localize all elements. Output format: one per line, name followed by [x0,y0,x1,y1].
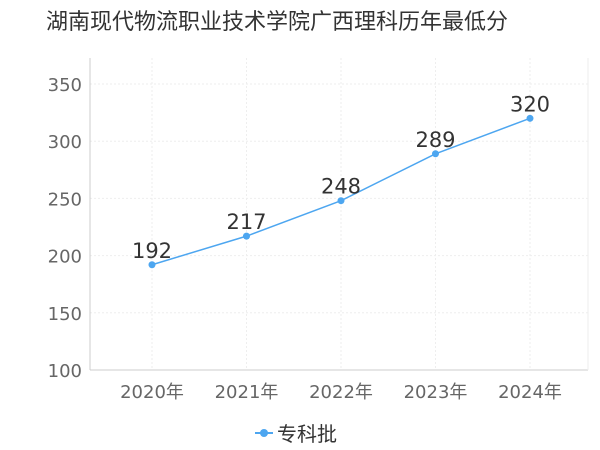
data-label: 217 [226,210,266,234]
data-label: 248 [321,175,361,199]
y-tick-label: 250 [48,189,82,210]
data-label: 320 [510,92,550,116]
data-point[interactable] [526,114,534,122]
y-tick-label: 150 [48,304,82,325]
data-point[interactable] [243,232,250,240]
legend[interactable]: 专科批 [255,418,337,447]
y-tick-label: 100 [48,361,82,382]
y-tick-label: 350 [48,75,82,96]
legend-label: 专科批 [277,422,337,446]
y-tick-label: 300 [48,132,82,153]
y-tick-labels: 100 150 200 250 300 350 [48,75,82,382]
data-point[interactable] [337,197,345,205]
x-tick-label: 2021年 [215,382,279,403]
x-tick-labels: 2020年 2021年 2022年 2023年 2024年 [120,382,562,403]
x-tick-label: 2024年 [498,382,562,403]
data-point[interactable] [148,261,156,269]
x-tick-label: 2020年 [120,382,184,403]
data-label: 289 [415,128,455,152]
data-label: 192 [132,239,172,263]
chart-title: 湖南现代物流职业技术学院广西理科历年最低分 [46,10,509,35]
legend-marker-icon [255,426,273,440]
y-tick-label: 200 [48,247,82,268]
x-tick-label: 2023年 [404,382,468,403]
data-point[interactable] [432,150,439,158]
x-tick-label: 2022年 [309,382,373,403]
axes [89,58,589,371]
series-group: 192 217 248 289 320 [132,92,550,269]
